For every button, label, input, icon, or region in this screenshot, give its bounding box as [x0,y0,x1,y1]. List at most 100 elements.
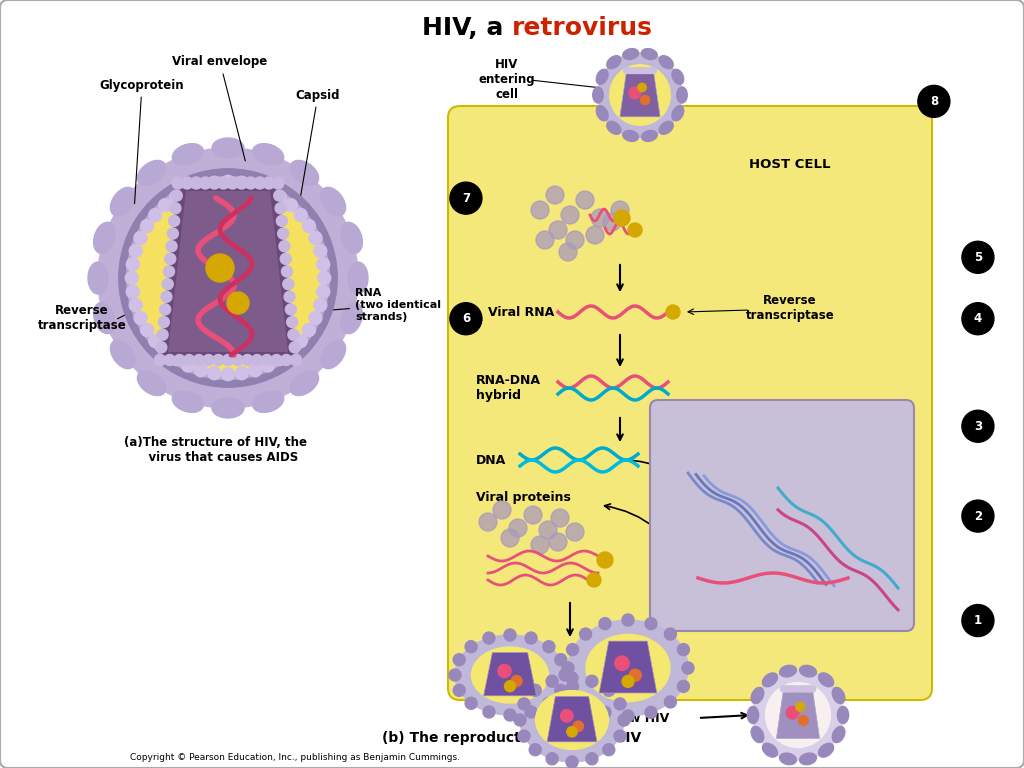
Text: Chromosomal
DNA: Chromosomal DNA [693,447,773,468]
Text: DNA: DNA [476,453,506,466]
Circle shape [126,258,139,271]
Ellipse shape [341,303,362,334]
Circle shape [622,614,634,626]
Circle shape [181,359,195,372]
Ellipse shape [455,635,565,715]
Circle shape [546,753,558,765]
Circle shape [622,710,634,722]
Circle shape [551,509,569,527]
Circle shape [454,684,465,697]
Ellipse shape [838,707,849,723]
Circle shape [288,329,299,340]
Ellipse shape [659,121,673,134]
Circle shape [483,706,495,718]
Circle shape [172,177,183,188]
Circle shape [559,243,577,261]
Circle shape [249,364,261,377]
Circle shape [162,279,173,290]
Circle shape [275,203,286,214]
Circle shape [285,199,298,212]
Ellipse shape [341,222,362,253]
Circle shape [148,335,162,347]
Circle shape [286,304,296,315]
Circle shape [603,213,621,231]
Circle shape [227,292,249,314]
Circle shape [221,368,234,381]
Circle shape [599,617,611,630]
Ellipse shape [623,131,639,141]
Circle shape [159,199,171,212]
Circle shape [591,209,609,227]
Ellipse shape [752,687,764,703]
Circle shape [575,191,594,209]
Ellipse shape [93,222,115,253]
Circle shape [129,244,142,257]
Circle shape [806,686,812,692]
Circle shape [483,632,495,644]
Circle shape [665,696,677,708]
Circle shape [539,521,557,539]
Ellipse shape [290,161,318,185]
Ellipse shape [833,727,845,743]
Ellipse shape [212,398,244,418]
Ellipse shape [677,87,687,103]
Circle shape [566,644,579,656]
Circle shape [629,87,641,99]
Circle shape [597,552,613,568]
Circle shape [531,536,549,554]
Circle shape [127,177,330,379]
Circle shape [918,85,950,118]
Text: Viral envelope: Viral envelope [172,55,267,161]
Circle shape [309,312,322,324]
Circle shape [195,364,208,377]
Circle shape [634,68,640,74]
Circle shape [529,743,542,756]
Circle shape [543,697,555,710]
Text: 5: 5 [974,251,982,263]
Circle shape [566,756,578,768]
Circle shape [279,240,290,252]
Text: RNA-DNA
hybrid: RNA-DNA hybrid [476,374,541,402]
Circle shape [529,684,542,697]
Text: 7: 7 [462,192,470,204]
Ellipse shape [607,121,621,134]
Polygon shape [168,191,288,352]
Circle shape [164,266,174,277]
Circle shape [562,662,574,674]
Text: Reverse
transcriptase: Reverse transcriptase [745,294,835,322]
Circle shape [316,285,330,298]
Circle shape [609,65,671,125]
Circle shape [599,707,611,718]
Circle shape [555,654,567,666]
Circle shape [159,316,169,328]
Circle shape [317,272,331,284]
Circle shape [190,177,202,189]
Circle shape [678,680,689,693]
Ellipse shape [763,743,777,757]
Text: Copyright © Pearson Education, Inc., publishing as Benjamin Cummings.: Copyright © Pearson Education, Inc., pub… [130,753,460,763]
Text: 2: 2 [974,510,982,522]
Circle shape [784,686,791,692]
Circle shape [624,68,630,74]
Text: Glycoprotein: Glycoprotein [99,78,184,204]
Text: 6: 6 [462,313,470,325]
Ellipse shape [779,753,797,765]
Circle shape [796,703,805,711]
Ellipse shape [93,303,115,334]
Polygon shape [483,653,537,696]
Circle shape [543,641,555,653]
Circle shape [509,519,527,537]
Circle shape [518,698,530,710]
Polygon shape [160,183,296,360]
Circle shape [580,628,592,640]
Circle shape [283,279,294,290]
Ellipse shape [137,371,166,396]
Circle shape [587,573,601,587]
Ellipse shape [779,665,797,677]
Circle shape [208,367,221,379]
Circle shape [98,148,358,408]
Circle shape [302,220,315,233]
Circle shape [272,177,284,188]
Circle shape [514,714,526,726]
Circle shape [682,662,694,674]
